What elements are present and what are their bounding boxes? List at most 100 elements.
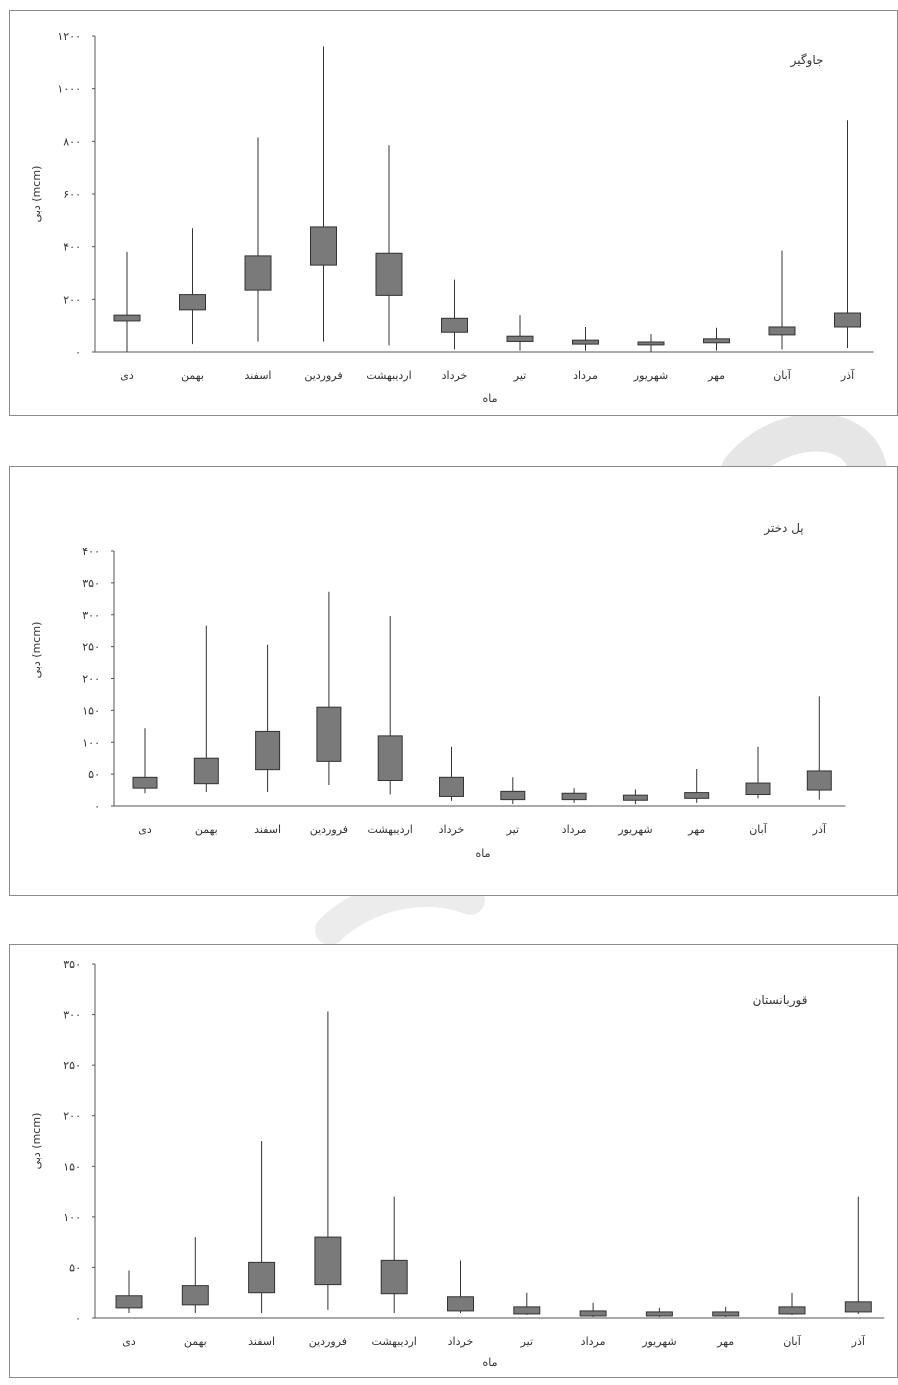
box-7 xyxy=(506,335,534,342)
box-11 xyxy=(745,782,771,796)
box-12 xyxy=(834,312,861,328)
box-7 xyxy=(500,790,526,801)
category-label: تیر xyxy=(513,369,526,382)
chart-title: پل دختر xyxy=(763,521,803,536)
box-1 xyxy=(115,1295,143,1309)
box-12 xyxy=(806,770,832,791)
box-6 xyxy=(439,776,464,797)
boxplot-chart-pol-dokhtar: ۰ ۵۰ ۱۰۰ ۱۵۰ ۲۰۰ ۲۵۰ ۳۰۰ ۳۵۰ ۴۰۰ دی بهمن اسفند فرورد… xyxy=(30,521,846,860)
y-tick-label: ۲۵۰ xyxy=(82,641,100,654)
box-6 xyxy=(441,317,468,333)
y-tick-label: ۲۰۰ xyxy=(63,1110,81,1123)
category-label: بهمن xyxy=(184,1335,207,1348)
category-label: شهریور xyxy=(633,369,668,382)
category-label: تیر xyxy=(520,1335,533,1348)
y-tick-label: ۳۰۰ xyxy=(63,1009,81,1022)
box-1 xyxy=(113,314,141,322)
category-label: آذر xyxy=(840,368,855,382)
y-axis-label-text: دبی (mcm) xyxy=(30,622,43,679)
box-3 xyxy=(244,255,272,291)
category-label: مهر xyxy=(707,369,725,382)
category-label: آبان xyxy=(783,1334,801,1348)
y-tick-label: ۱۰۰۰ xyxy=(57,83,81,96)
category-label: اردیبهشت xyxy=(368,823,413,836)
category-label: شهریور xyxy=(641,1335,676,1348)
box-6 xyxy=(447,1296,474,1312)
box-5 xyxy=(377,735,403,781)
chart-panel-ghorbanestan: ۰ ۵۰ ۱۰۰ ۱۵۰ ۲۰۰ ۲۵۰ ۳۰۰ ۳۵۰ دی بهمن اسفند فروردین ا… xyxy=(9,944,898,1378)
box-10 xyxy=(703,338,730,344)
y-tick-label: ۱۵۰ xyxy=(82,704,100,717)
category-label: خرداد xyxy=(448,1335,474,1348)
y-tick-label: ۵۰ xyxy=(88,768,100,781)
box-2 xyxy=(181,1285,209,1306)
category-label: آذر xyxy=(851,1334,866,1348)
box-3 xyxy=(255,730,281,771)
y-tick-label: ۴۰۰ xyxy=(63,241,81,254)
category-label: دی xyxy=(122,1335,136,1348)
category-label: مرداد xyxy=(573,369,598,382)
boxplot-chart-ghorbanestan: ۰ ۵۰ ۱۰۰ ۱۵۰ ۲۰۰ ۲۵۰ ۳۰۰ ۳۵۰ دی بهمن اسفند فروردین ا… xyxy=(30,958,885,1369)
category-label: آبان xyxy=(749,822,767,836)
box-3 xyxy=(248,1261,276,1294)
y-axis-label-text: دبی (mcm) xyxy=(30,166,43,223)
box-1 xyxy=(132,776,158,789)
box-8 xyxy=(579,1310,607,1317)
x-axis-label: ماه xyxy=(482,1356,497,1369)
category-label: فروردین xyxy=(310,823,348,836)
box-8 xyxy=(572,339,599,345)
chart-panel-pol-dokhtar: ۰ ۵۰ ۱۰۰ ۱۵۰ ۲۰۰ ۲۵۰ ۳۰۰ ۳۵۰ ۴۰۰ دی بهمن اسفند فرورد… xyxy=(9,466,898,896)
category-label: مرداد xyxy=(562,823,587,836)
chart-title: قوربانستان xyxy=(753,993,808,1008)
y-axis-label: دبی (mcm) xyxy=(30,166,43,223)
category-label: خرداد xyxy=(439,823,465,836)
category-label: بهمن xyxy=(181,369,204,382)
y-tick-label: ۰ xyxy=(94,800,100,813)
y-tick-label: ۳۵۰ xyxy=(82,577,100,590)
box-4 xyxy=(316,706,342,762)
category-label: فروردین xyxy=(304,369,342,382)
category-label: اردیبهشت xyxy=(366,369,411,382)
category-label: فروردین xyxy=(309,1335,347,1348)
box-10 xyxy=(684,792,710,799)
box-10 xyxy=(712,1311,740,1317)
category-label: اسفند xyxy=(254,823,281,836)
y-tick-label: ۲۵۰ xyxy=(63,1059,81,1072)
category-label: تیر xyxy=(506,823,519,836)
category-label: شهریور xyxy=(617,823,652,836)
box-9 xyxy=(622,794,648,801)
category-label: دی xyxy=(120,369,134,382)
category-label: آبان xyxy=(773,368,791,382)
chart-title: جاوگیر xyxy=(790,53,824,68)
box-9 xyxy=(637,341,665,346)
x-axis-label: ماه xyxy=(475,847,490,860)
box-2 xyxy=(193,757,219,785)
category-label: مهر xyxy=(687,823,705,836)
box-7 xyxy=(513,1306,541,1315)
y-tick-label: ۱۰۰ xyxy=(82,736,100,749)
category-label: اسفند xyxy=(248,1335,275,1348)
category-label: بهمن xyxy=(195,823,218,836)
chart-panel-javgir: ۰ ۲۰۰ ۴۰۰ ۶۰۰ ۸۰۰ ۱۰۰۰ ۱۲۰۰ دی بهمن اسفند فروردین ا… xyxy=(9,10,898,416)
boxplot-chart-javgir: ۰ ۲۰۰ ۴۰۰ ۶۰۰ ۸۰۰ ۱۰۰۰ ۱۲۰۰ دی بهمن اسفند فروردین ا… xyxy=(30,30,874,405)
box-4 xyxy=(314,1236,342,1286)
y-tick-label: ۴۰۰ xyxy=(82,545,100,558)
box-9 xyxy=(645,1311,673,1317)
x-axis-label: ماه xyxy=(482,392,497,405)
box-5 xyxy=(380,1259,408,1295)
category-label: خرداد xyxy=(442,369,468,382)
y-axis-label: دبی (mcm) xyxy=(30,622,43,679)
box-5 xyxy=(375,252,403,296)
category-label: مرداد xyxy=(581,1335,606,1348)
y-tick-label: ۱۰۰ xyxy=(63,1211,81,1224)
box-8 xyxy=(561,792,587,801)
y-tick-label: ۱۲۰۰ xyxy=(57,30,81,43)
y-axis-label: دبی (mcm) xyxy=(30,1113,43,1170)
box-11 xyxy=(778,1306,806,1315)
box-4 xyxy=(310,226,337,266)
y-tick-label: ۵۰ xyxy=(69,1261,81,1274)
y-tick-label: ۲۰۰ xyxy=(63,293,81,306)
category-label: اسفند xyxy=(245,369,272,382)
box-11 xyxy=(768,326,796,336)
category-label: آذر xyxy=(812,822,827,836)
